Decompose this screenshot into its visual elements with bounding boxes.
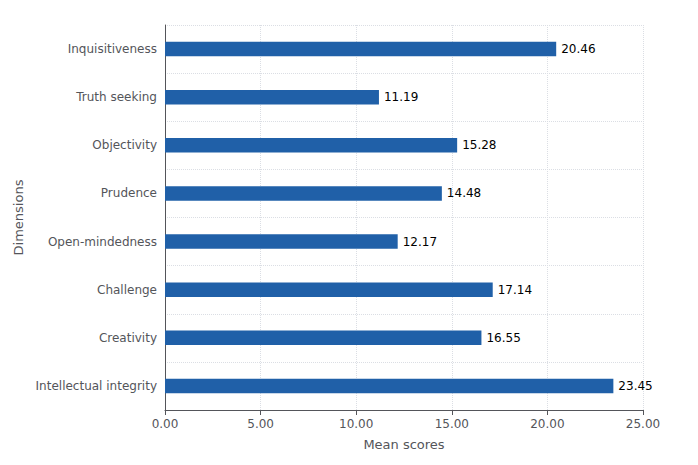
svg-text:0.00: 0.00	[152, 417, 179, 431]
svg-text:16.55: 16.55	[486, 331, 520, 345]
svg-text:15.00: 15.00	[435, 417, 469, 431]
svg-text:Dimensions: Dimensions	[11, 179, 26, 255]
svg-text:Prudence: Prudence	[101, 186, 157, 200]
svg-text:20.00: 20.00	[530, 417, 564, 431]
svg-text:17.14: 17.14	[498, 283, 532, 297]
svg-text:14.48: 14.48	[447, 186, 481, 200]
svg-text:Mean scores: Mean scores	[363, 437, 444, 452]
svg-text:11.19: 11.19	[384, 90, 418, 104]
svg-text:Inquisitiveness: Inquisitiveness	[68, 42, 157, 56]
svg-text:Creativity: Creativity	[99, 331, 157, 345]
svg-text:Truth seeking: Truth seeking	[75, 90, 157, 104]
svg-text:Challenge: Challenge	[97, 283, 157, 297]
svg-text:Open-mindedness: Open-mindedness	[48, 235, 157, 249]
svg-text:Objectivity: Objectivity	[92, 138, 157, 152]
svg-text:Intellectual integrity: Intellectual integrity	[36, 379, 157, 393]
svg-text:10.00: 10.00	[339, 417, 373, 431]
svg-text:15.28: 15.28	[462, 138, 496, 152]
svg-text:23.45: 23.45	[618, 379, 652, 393]
svg-text:5.00: 5.00	[247, 417, 274, 431]
svg-text:25.00: 25.00	[626, 417, 660, 431]
svg-text:12.17: 12.17	[403, 235, 437, 249]
svg-text:20.46: 20.46	[561, 42, 595, 56]
